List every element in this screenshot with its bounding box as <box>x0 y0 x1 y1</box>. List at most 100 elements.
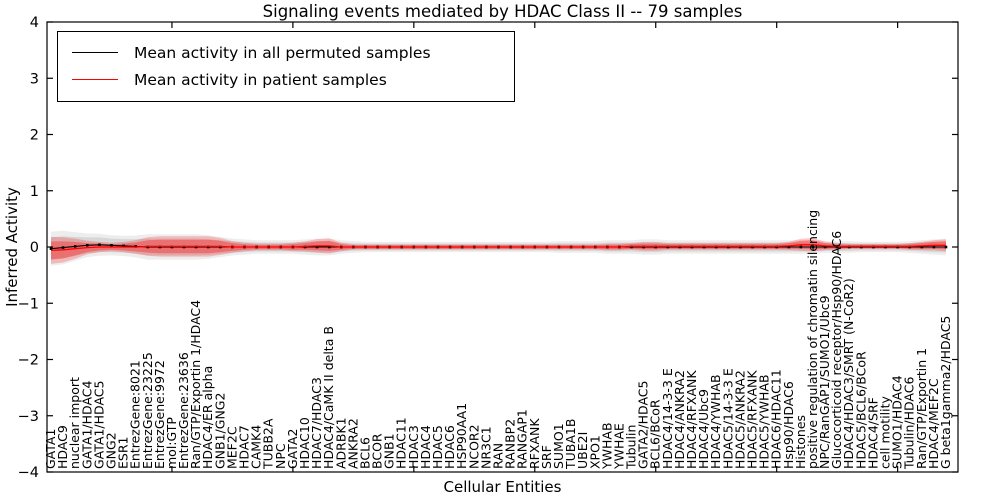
x-category-label: Hsp90/HDAC6 <box>781 381 796 469</box>
x-category-label: HDAC4/YWHAB <box>708 374 723 469</box>
x-category-label: HDAC9 <box>55 425 70 469</box>
x-category-label: UBE2I <box>575 432 590 469</box>
x-category-label: GATA2/HDAC5 <box>636 381 651 469</box>
x-category-label: HDAC7/HDAC3 <box>309 377 324 469</box>
y-tick-label: −2 <box>18 353 39 369</box>
x-category-label: NCOR2 <box>466 424 481 469</box>
x-category-label: TUBB2A <box>261 418 276 470</box>
x-category-label: Ran/GTP/Exportin 1/HDAC4 <box>188 300 203 469</box>
x-category-label: CAMK4 <box>249 425 264 469</box>
x-category-label: HDAC5/ANKRA2 <box>732 370 747 469</box>
x-category-label: HDAC11 <box>394 417 409 469</box>
legend-label-permuted: Mean activity in all permuted samples <box>134 43 431 62</box>
x-category-label: Glucocorticoid receptor/Hsp90/HDAC6 <box>829 231 844 469</box>
x-category-label: YWHAE <box>611 423 626 470</box>
x-category-label: SUMO1/HDAC4 <box>890 375 905 469</box>
x-category-label: RANGAP1 <box>515 409 530 469</box>
x-category-label: RANBP2 <box>503 419 518 469</box>
patient-line-swatch <box>72 79 118 80</box>
legend: Mean activity in all permuted samples Me… <box>57 31 515 102</box>
legend-item-permuted: Mean activity in all permuted samples <box>72 39 504 66</box>
x-category-label: HDAC5/BCL6/BCoR <box>853 351 868 469</box>
legend-label-patient: Mean activity in patient samples <box>134 70 387 89</box>
x-category-label: HDAC5/14-3-3 E <box>720 368 735 469</box>
x-category-label: HDAC4/RFXANK <box>684 370 699 469</box>
x-category-label: HDAC6 <box>442 425 457 469</box>
x-category-label: HDAC4 <box>418 425 433 469</box>
y-tick-label: 1 <box>30 184 39 200</box>
x-category-label: YWHAB <box>599 422 614 470</box>
x-category-label: positive regulation of chromatin silenci… <box>805 210 820 469</box>
x-category-label: GATA1/HDAC5 <box>91 381 106 469</box>
x-category-label: EntrezGene:8021 <box>128 360 143 469</box>
x-category-label: HDAC5 <box>430 425 445 469</box>
chart-title: Signaling events mediated by HDAC Class … <box>262 2 743 21</box>
x-category-label: HDAC5/YWHAB <box>757 374 772 469</box>
x-category-label: HDAC7 <box>237 425 252 469</box>
x-category-label: ADRBK1 <box>333 417 348 469</box>
x-category-label: GNB1 <box>382 433 397 469</box>
x-category-label: HDAC10 <box>297 417 312 469</box>
x-category-label: mol:GTP <box>164 417 179 469</box>
x-category-label: NPC <box>273 443 288 469</box>
x-category-label: nuclear import <box>67 377 82 469</box>
x-category-label: XPO1 <box>587 435 602 469</box>
x-category-label: BCL6 <box>357 437 372 469</box>
x-category-label: cell motility <box>878 395 893 469</box>
y-axis-title: Inferred Activity <box>3 187 21 307</box>
x-category-label: HSP90AA1 <box>454 403 469 469</box>
y-axis-ticks: 4 3 2 1 0 −1 −2 −3 −4 <box>18 15 958 481</box>
x-category-label: HDAC6/HDAC11 <box>769 369 784 469</box>
x-category-label: NPC/RanGAP1/SUMO1/Ubc9 <box>817 295 832 469</box>
x-category-label: RFXANK <box>527 418 542 469</box>
y-tick-label: 4 <box>30 15 39 31</box>
y-tick-label: −1 <box>18 296 39 312</box>
x-category-label: HDAC3 <box>406 425 421 469</box>
x-category-label: HDAC4/MEF2C <box>926 378 941 469</box>
x-category-label: BCOR <box>370 433 385 469</box>
x-category-label: HDAC4/CaMK II delta B <box>321 326 336 469</box>
x-category-label: HDAC5/RFXANK <box>744 370 759 469</box>
x-category-label: GNG2 <box>103 432 118 469</box>
x-category-label: HDAC4/HDAC3/SMRT (N-CoR2) <box>841 278 856 469</box>
x-category-label: Ran/GTP/Exportin 1 <box>914 348 929 469</box>
patient-mean-line <box>50 244 946 252</box>
x-category-label: TUBA1B <box>563 419 578 470</box>
x-category-label: MEF2C <box>224 426 239 469</box>
x-category-label: GATA1 <box>43 429 58 469</box>
x-category-label: Histones <box>793 415 808 469</box>
x-category-label: GATA2 <box>285 429 300 469</box>
x-category-label: Tubulin/HDAC6 <box>902 377 917 470</box>
x-category-label: ANKRA2 <box>345 418 360 469</box>
x-axis-title: Cellular Entities <box>443 478 562 496</box>
legend-item-patient: Mean activity in patient samples <box>72 66 504 93</box>
y-tick-label: 3 <box>30 71 39 87</box>
permuted-line-swatch <box>72 52 118 53</box>
x-category-label: BCL6/BCoR <box>648 399 663 469</box>
x-category-label: HDAC4/ANKRA2 <box>672 370 687 469</box>
x-category-label: GATA1/HDAC4 <box>79 380 94 469</box>
x-category-label: HDAC4/ER alpha <box>200 366 215 469</box>
x-category-label: HDAC4/14-3-3 E <box>660 368 675 469</box>
x-axis-ticks <box>171 22 899 472</box>
x-category-label: NR3C1 <box>478 426 493 469</box>
patient-std-band <box>51 236 946 264</box>
x-category-label: GNB1/GNG2 <box>212 393 227 469</box>
y-tick-label: −3 <box>18 409 39 425</box>
x-category-label: HDAC4/Ubc9 <box>696 389 711 469</box>
x-category-label: EntrezGene:23636 <box>176 352 191 469</box>
x-category-label: RAN <box>491 443 506 469</box>
x-category-label: SUMO1 <box>551 423 566 469</box>
x-category-label: ESR1 <box>116 437 131 469</box>
x-category-label: HDAC4/SRF <box>865 397 880 469</box>
x-category-label: EntrezGene:23225 <box>140 352 155 469</box>
y-tick-label: 2 <box>30 128 39 144</box>
x-category-label: G beta1gamma2/HDAC5 <box>938 316 953 469</box>
x-category-label: EntrezGene:9972 <box>152 360 167 469</box>
y-tick-label: 0 <box>30 240 39 256</box>
x-category-label: SRF <box>539 445 554 469</box>
y-tick-label: −4 <box>18 465 39 481</box>
